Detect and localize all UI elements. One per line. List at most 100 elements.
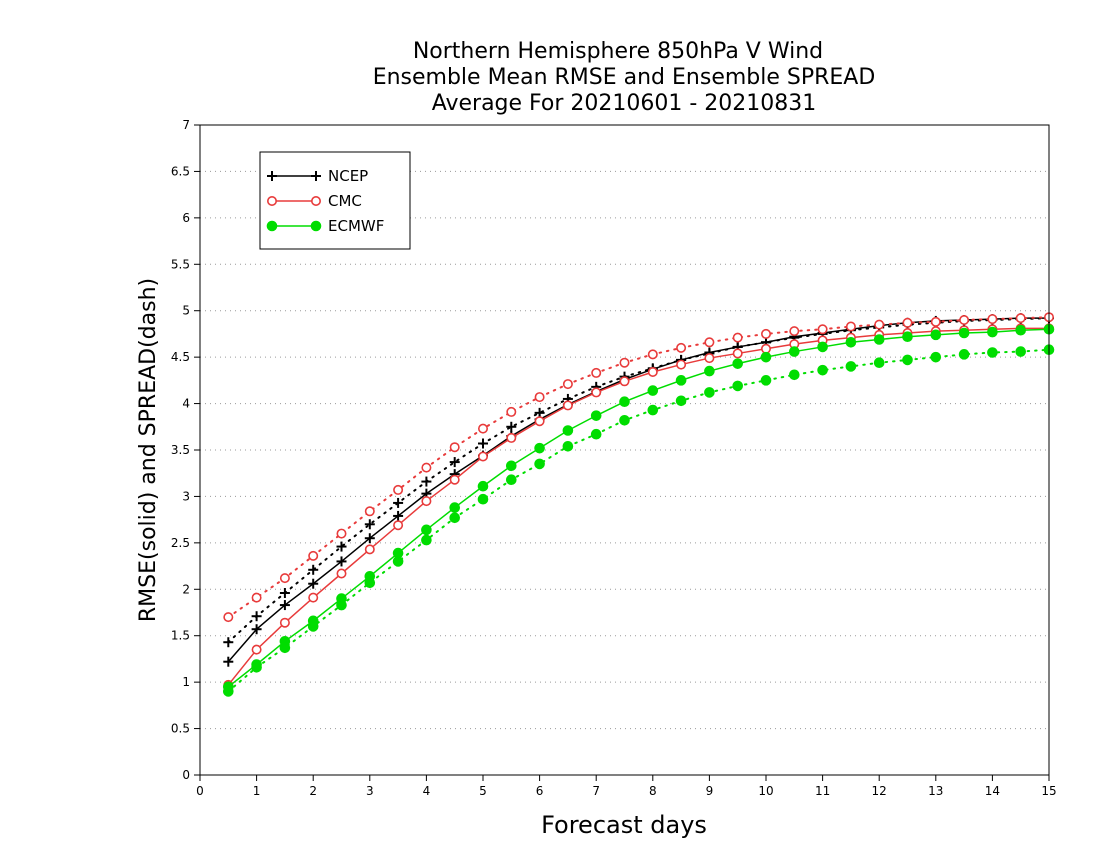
legend-label-ncep: NCEP bbox=[328, 167, 368, 185]
data-point-cmc-rmse bbox=[393, 520, 404, 531]
data-point-ecmwf-rmse bbox=[675, 375, 687, 386]
series-cmc bbox=[223, 312, 1055, 690]
legend-marker bbox=[310, 220, 322, 232]
data-point-ecmwf-rmse bbox=[789, 346, 800, 357]
data-point-ecmwf-rmse bbox=[732, 358, 744, 369]
data-point-ncep-spread bbox=[279, 588, 290, 598]
x-axis-ticks: 0 1 2 3 4 5 6 7 8 9 10 11 12 13 14 15 bbox=[196, 775, 1057, 798]
data-point-ecmwf-rmse bbox=[421, 524, 432, 536]
data-point-cmc-spread bbox=[223, 612, 234, 623]
y-tick-label: 2 bbox=[182, 582, 190, 596]
y-tick-label: 6.5 bbox=[171, 164, 190, 178]
data-point-ecmwf-rmse bbox=[845, 336, 857, 348]
data-point-cmc-rmse bbox=[562, 400, 573, 411]
data-point-cmc-spread bbox=[336, 528, 347, 539]
y-tick-label: 4.5 bbox=[171, 350, 190, 364]
y-tick-label: 2.5 bbox=[171, 536, 190, 550]
legend-marker bbox=[267, 171, 277, 181]
data-point-cmc-rmse bbox=[336, 568, 347, 579]
series-line-ncep-rmse bbox=[227, 317, 1049, 663]
x-tick-label: 13 bbox=[928, 784, 943, 798]
data-point-ncep-rmse bbox=[308, 578, 319, 589]
data-point-ncep-spread bbox=[421, 476, 432, 487]
data-point-ecmwf-spread bbox=[251, 661, 262, 673]
data-point-ecmwf-spread bbox=[477, 493, 489, 505]
legend-marker bbox=[311, 171, 321, 181]
series-line-ecmwf-spread bbox=[227, 348, 1050, 693]
data-point-ecmwf-rmse bbox=[1015, 324, 1027, 336]
data-point-ecmwf-spread bbox=[392, 556, 404, 567]
data-point-cmc-spread bbox=[562, 379, 573, 390]
data-point-cmc-spread bbox=[308, 550, 319, 561]
x-tick-label: 0 bbox=[196, 784, 204, 798]
data-point-ncep-spread bbox=[534, 407, 545, 418]
data-point-cmc-spread bbox=[930, 316, 941, 327]
data-point-ecmwf-rmse bbox=[506, 460, 517, 472]
data-point-ecmwf-rmse bbox=[562, 425, 574, 436]
x-tick-label: 5 bbox=[479, 784, 487, 798]
data-point-ecmwf-spread bbox=[732, 380, 744, 392]
data-point-cmc-spread bbox=[874, 319, 885, 330]
y-tick-label: 0.5 bbox=[171, 722, 190, 736]
data-point-ncep-spread bbox=[506, 421, 517, 432]
data-point-ncep-spread bbox=[223, 637, 234, 648]
x-tick-label: 9 bbox=[706, 784, 714, 798]
data-point-cmc-spread bbox=[647, 349, 658, 360]
y-axis-ticks: 0 0.5 1 1.5 2 2.5 3 3.5 4 4.5 5 5.5 6 6.5 7 bbox=[171, 118, 200, 782]
y-tick-label: 7 bbox=[182, 118, 190, 132]
data-point-cmc-rmse bbox=[477, 451, 488, 462]
data-point-ecmwf-rmse bbox=[704, 365, 715, 377]
data-point-cmc-spread bbox=[619, 357, 630, 368]
data-point-ecmwf-spread bbox=[279, 642, 291, 654]
data-point-cmc-rmse bbox=[506, 432, 517, 443]
data-point-cmc-rmse bbox=[534, 416, 545, 427]
data-point-ncep-spread bbox=[449, 457, 460, 468]
data-point-ncep-spread bbox=[251, 611, 262, 622]
data-point-ncep-spread bbox=[393, 497, 404, 508]
data-point-ncep-rmse bbox=[393, 510, 404, 521]
data-point-ecmwf-spread bbox=[1015, 346, 1027, 357]
legend-marker bbox=[266, 196, 277, 207]
data-point-ecmwf-spread bbox=[506, 474, 517, 486]
y-tick-label: 3.5 bbox=[171, 443, 190, 457]
data-point-ncep-rmse bbox=[336, 556, 347, 567]
data-point-ecmwf-rmse bbox=[449, 502, 461, 513]
data-point-ncep-rmse bbox=[364, 533, 375, 544]
x-tick-label: 2 bbox=[309, 784, 317, 798]
data-point-ecmwf-rmse bbox=[817, 341, 828, 353]
data-point-ecmwf-spread bbox=[845, 361, 857, 372]
data-point-ncep-spread bbox=[308, 564, 319, 575]
legend: NCEP CMC ECMWF bbox=[259, 151, 411, 250]
y-tick-label: 1 bbox=[182, 675, 190, 689]
data-point-ncep-spread bbox=[478, 438, 488, 449]
data-point-cmc-rmse bbox=[704, 353, 715, 364]
data-point-ecmwf-rmse bbox=[958, 327, 970, 339]
data-point-cmc-rmse bbox=[732, 348, 743, 359]
legend-item-ecmwf: ECMWF bbox=[266, 217, 384, 235]
data-point-cmc-rmse bbox=[364, 544, 375, 555]
legend-item-cmc: CMC bbox=[266, 192, 362, 210]
data-point-cmc-spread bbox=[959, 314, 970, 325]
data-point-cmc-spread bbox=[845, 321, 856, 332]
data-point-ecmwf-rmse bbox=[930, 329, 942, 341]
data-point-cmc-spread bbox=[591, 367, 602, 378]
x-tick-label: 4 bbox=[423, 784, 431, 798]
data-point-cmc-rmse bbox=[760, 343, 771, 354]
y-tick-label: 6 bbox=[182, 211, 190, 225]
data-point-ecmwf-spread bbox=[619, 414, 630, 426]
data-point-ecmwf-rmse bbox=[619, 396, 630, 408]
data-point-ecmwf-rmse bbox=[902, 331, 913, 343]
data-point-cmc-spread bbox=[760, 328, 771, 339]
data-point-cmc-spread bbox=[902, 317, 913, 328]
data-point-ncep-rmse bbox=[223, 656, 234, 667]
data-point-ecmwf-spread bbox=[873, 357, 885, 369]
data-point-cmc-rmse bbox=[676, 359, 687, 370]
data-point-cmc-rmse bbox=[591, 387, 602, 398]
series-ncep bbox=[223, 313, 1054, 667]
legend-marker bbox=[266, 220, 278, 232]
x-tick-label: 12 bbox=[872, 784, 887, 798]
data-point-ecmwf-rmse bbox=[477, 480, 489, 492]
x-axis-label: Forecast days bbox=[541, 811, 707, 839]
series-layer bbox=[223, 312, 1055, 697]
series-line-ecmwf-rmse bbox=[227, 328, 1050, 688]
